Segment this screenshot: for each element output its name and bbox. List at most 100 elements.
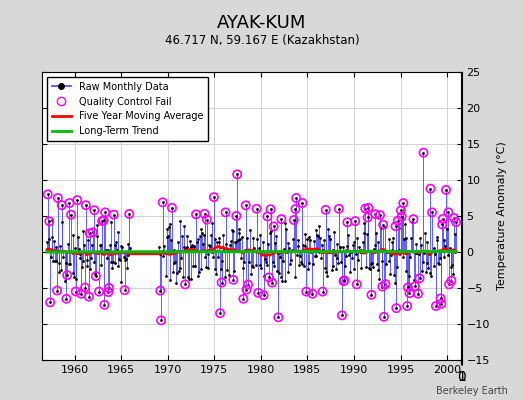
Point — [319, 288, 327, 295]
Point — [104, 289, 113, 295]
Point — [187, 276, 195, 282]
Point — [337, 259, 345, 266]
Point — [220, 244, 228, 251]
Point — [123, 265, 131, 271]
Point — [342, 253, 350, 260]
Point — [275, 270, 283, 276]
Point — [255, 245, 263, 252]
Point — [304, 260, 313, 266]
Point — [63, 272, 71, 278]
Point — [333, 240, 342, 247]
Point — [228, 228, 237, 234]
Point — [67, 212, 75, 218]
Point — [372, 230, 380, 236]
Point — [395, 225, 403, 232]
Point — [253, 206, 261, 212]
Point — [348, 255, 356, 261]
Point — [160, 243, 168, 249]
Point — [413, 250, 421, 256]
Point — [216, 310, 224, 316]
Point — [282, 225, 290, 232]
Point — [231, 238, 239, 245]
Point — [377, 225, 385, 232]
Point — [193, 273, 202, 279]
Point — [232, 213, 241, 219]
Point — [357, 264, 366, 271]
Point — [279, 246, 288, 252]
Point — [172, 248, 181, 254]
Point — [424, 265, 432, 271]
Point — [308, 246, 316, 253]
Point — [430, 244, 439, 251]
Point — [116, 278, 125, 285]
Point — [170, 247, 179, 253]
Point — [53, 287, 61, 294]
Point — [119, 249, 127, 255]
Point — [380, 314, 388, 320]
Point — [321, 265, 329, 272]
Point — [334, 260, 342, 266]
Point — [267, 228, 276, 234]
Point — [232, 238, 240, 245]
Point — [324, 233, 333, 239]
Point — [176, 218, 184, 224]
Point — [79, 258, 87, 264]
Point — [340, 277, 348, 284]
Point — [192, 211, 200, 218]
Point — [101, 209, 110, 216]
Point — [171, 259, 179, 265]
Point — [110, 211, 118, 218]
Point — [399, 200, 408, 206]
Point — [158, 248, 166, 254]
Point — [168, 205, 176, 211]
Point — [43, 191, 52, 198]
Point — [53, 195, 62, 201]
Point — [387, 246, 396, 253]
Point — [437, 301, 445, 307]
Point — [47, 254, 55, 260]
Point — [85, 230, 94, 236]
Point — [344, 232, 352, 238]
Point — [50, 238, 58, 244]
Point — [308, 290, 316, 297]
Point — [277, 216, 286, 222]
Point — [363, 214, 372, 221]
Point — [185, 238, 194, 245]
Point — [439, 216, 447, 222]
Point — [168, 205, 176, 211]
Point — [420, 250, 429, 256]
Point — [100, 217, 108, 224]
Point — [287, 247, 295, 254]
Point — [432, 303, 440, 309]
Point — [66, 200, 74, 206]
Point — [206, 243, 214, 250]
Point — [72, 276, 81, 282]
Point — [64, 261, 73, 267]
Point — [356, 248, 364, 255]
Point — [155, 250, 163, 257]
Point — [202, 264, 210, 270]
Point — [330, 229, 339, 236]
Point — [313, 232, 321, 238]
Point — [190, 243, 199, 249]
Point — [429, 248, 437, 254]
Point — [364, 205, 373, 211]
Point — [96, 262, 105, 268]
Point — [292, 195, 300, 201]
Point — [408, 218, 416, 225]
Point — [377, 258, 386, 265]
Point — [450, 215, 458, 221]
Point — [398, 214, 406, 220]
Point — [403, 303, 411, 309]
Point — [253, 206, 261, 212]
Point — [191, 263, 200, 270]
Point — [281, 278, 289, 284]
Point — [452, 219, 460, 225]
Text: Berkeley Earth: Berkeley Earth — [436, 386, 508, 396]
Point — [248, 263, 256, 270]
Legend: Raw Monthly Data, Quality Control Fail, Five Year Moving Average, Long-Term Tren: Raw Monthly Data, Quality Control Fail, … — [47, 77, 208, 141]
Point — [43, 191, 52, 198]
Point — [239, 296, 247, 302]
Point — [332, 266, 340, 272]
Point — [350, 238, 358, 245]
